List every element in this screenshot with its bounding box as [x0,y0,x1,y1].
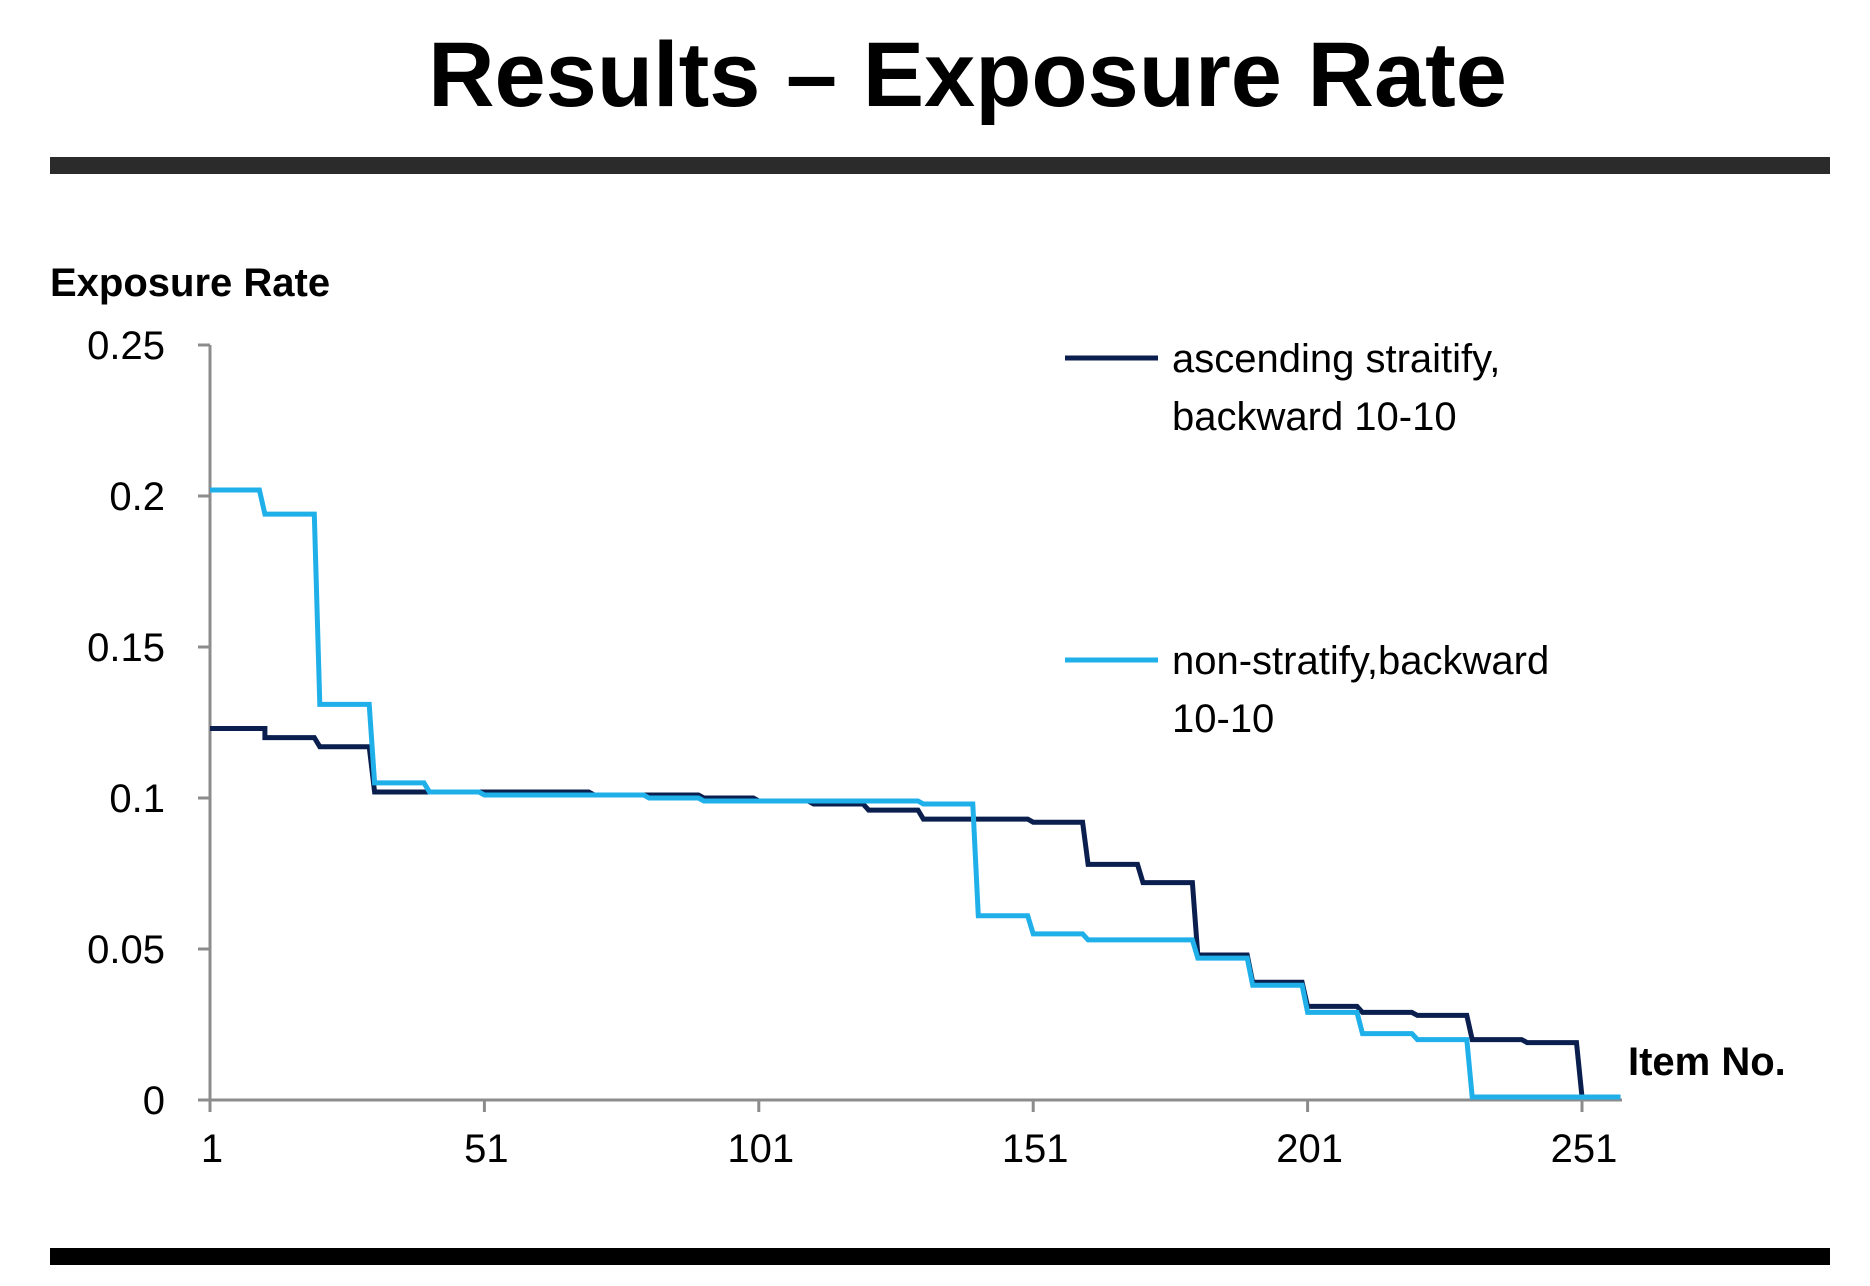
x-tick-label: 1 [201,1127,223,1171]
top-divider [50,157,1830,174]
series-line-non-stratify [210,487,1621,1100]
legend-label-line: non-stratify,backward [1172,639,1549,683]
x-tick-label: 201 [1276,1127,1343,1171]
x-tick-label: 151 [1002,1127,1069,1171]
legend-label: non-stratify,backward 10-10 [1172,639,1549,741]
y-tick-label: 0.25 [87,324,165,368]
legend-label: ascending straitify, backward 10-10 [1172,337,1500,439]
x-axis-label: Item No. [1628,1040,1786,1084]
x-tick-label: 101 [727,1127,794,1171]
y-tick-label: 0.05 [87,928,165,972]
axes: 00.050.10.150.20.251 51 101 151 201 251 [87,324,1622,1171]
series-lines [210,487,1621,1100]
y-tick-label: 0 [143,1079,165,1123]
slide-title: Results – Exposure Rate [428,24,1507,126]
y-tick-label: 0.1 [109,777,165,821]
y-axis-label: Exposure Rate [50,261,330,305]
x-tick-label: 251 [1551,1127,1618,1171]
y-tick-label: 0.2 [109,475,165,519]
legend-label-line: ascending straitify, [1172,337,1500,381]
y-tick-label: 0.15 [87,626,165,670]
series-line-ascending-stratify [210,726,1621,1100]
bottom-divider [50,1248,1830,1265]
legend-label-line: backward 10-10 [1172,395,1457,439]
x-tick-label: 51 [464,1127,509,1171]
legend: ascending straitify, backward 10-10 non-st… [1065,337,1549,741]
legend-label-line: 10-10 [1172,697,1274,741]
